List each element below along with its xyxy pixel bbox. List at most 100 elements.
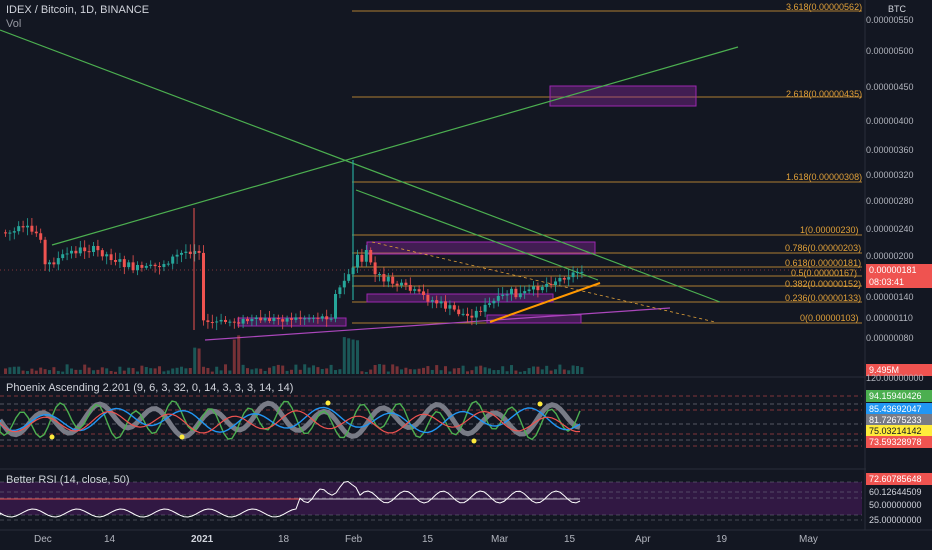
candle-body [369,250,373,263]
candle-body [100,250,104,257]
phoenix-red-line [0,410,581,434]
time-label-2021: 2021 [191,534,214,545]
volume-bar [39,367,43,374]
mid-zone [366,293,554,303]
volume-bar [254,368,258,374]
currency-unit: BTC [888,4,906,14]
volume-bar [158,366,161,374]
price-tick: 0.00000240 [866,224,914,234]
volume-bar [444,366,447,374]
candle-body [527,289,531,292]
candle-body [109,254,113,261]
volume-bar [12,366,16,374]
candle-body [488,303,491,305]
fib-label-0786: 0.786(0.00000203) [785,243,862,253]
volume-bar [114,371,117,374]
rsi-pane [0,480,862,521]
volume-bar [527,368,531,374]
candle-body [435,300,439,304]
candle-body [162,264,166,267]
resistance-zone [366,241,596,255]
phoenix-scale-top: 120.00000000 [866,373,924,383]
volume-bar [105,368,109,374]
candle-body [479,310,483,312]
volume-bar [518,371,522,374]
candle-body [347,274,351,281]
fib-label-1618: 1.618(0.00000308) [786,172,863,182]
volume-bar [17,366,21,374]
bar-countdown: 08:03:41 [866,276,932,288]
volume-bar [426,366,430,374]
candle-body [413,289,417,291]
candle-body [470,315,474,318]
candle-body [457,309,461,315]
volume-bar [162,371,166,374]
price-tick: 0.00000400 [866,116,914,126]
price-tick: 0.00000500 [866,46,914,56]
time-label-19: 19 [716,534,728,545]
volume-bar [175,367,179,374]
phoenix-title[interactable]: Phoenix Ascending 2.201 (9, 6, 3, 32, 0,… [6,382,294,394]
candle-body [122,259,126,268]
volume-legend[interactable]: Vol [6,18,22,30]
fib-label-2618: 2.618(0.00000435) [786,89,863,99]
volume-bar [210,371,214,374]
candle-body [307,318,311,320]
purple-support-line [204,307,671,341]
volume-bar [514,370,518,374]
volume-bar [435,365,439,374]
volume-bar [127,367,131,374]
candle-body [514,288,518,298]
candle-body [153,264,157,267]
volume-bar [356,340,359,374]
candle-body [329,318,333,320]
volume-bar [188,368,192,374]
candle-body [536,286,540,291]
candle-body [259,317,263,321]
candle-body [237,322,241,324]
volume-bar [180,366,183,374]
volume-bar [34,370,38,374]
volume-bar [228,370,232,374]
candle-body [474,310,478,318]
candle-body [30,225,34,232]
phoenix-pane [0,395,862,447]
candle-body [316,317,320,319]
candle-body [43,239,47,265]
price-tick: 0.00000360 [866,145,914,155]
volume-bar [87,367,91,374]
volume-bar [316,367,320,374]
fib-label-3618: 3.618(0.00000562) [786,2,863,12]
volume-bar [540,369,544,374]
volume-bar [395,366,399,374]
volume-bar [166,370,170,374]
volume-bar [149,368,153,374]
candle-body [78,247,82,254]
volume-bar [496,370,500,374]
volume-bar [281,365,285,374]
volume-bar [400,369,403,374]
candle-body [545,283,549,287]
phoenix-gray-band [0,400,581,440]
volume-bar [351,339,355,374]
candle-body [373,262,377,275]
volume-bar [83,364,87,374]
rsi-title[interactable]: Better RSI (14, close, 50) [6,474,130,486]
volume-bar [237,335,241,374]
volume-bar [74,369,78,374]
candle-body [391,276,395,284]
candle-body [285,318,289,322]
volume-bar [378,364,381,374]
candle-body [298,317,302,319]
symbol-title[interactable]: IDEX / Bitcoin, 1D, BINANCE [6,4,150,16]
candle-body [8,232,12,234]
volume-bar [193,347,197,374]
candle-body [250,318,254,322]
volume-bar [43,369,47,374]
volume-bar [65,364,69,374]
candle-body [576,271,579,273]
volume-bar [263,370,267,374]
candle-body [17,226,21,232]
price-tick: 0.00000110 [866,313,913,323]
